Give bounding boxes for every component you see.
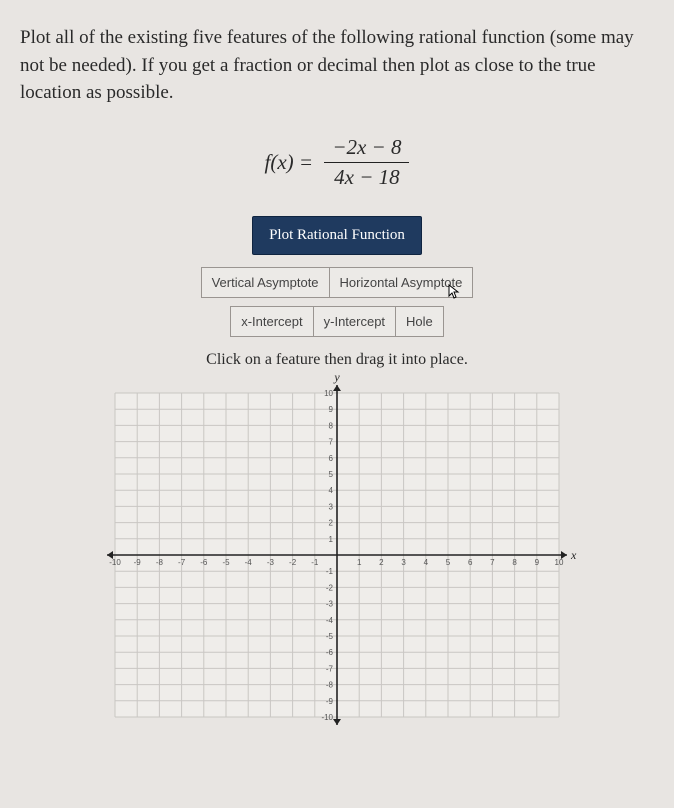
svg-text:-4: -4 [326, 615, 334, 624]
svg-text:7: 7 [490, 558, 495, 567]
svg-text:4: 4 [329, 486, 334, 495]
svg-text:6: 6 [468, 558, 473, 567]
svg-text:-8: -8 [156, 558, 164, 567]
controls-panel: Plot Rational Function Vertical Asymptot… [20, 216, 654, 735]
coordinate-grid[interactable]: -10 -9 -8 -7 -6 -5 -4 -3 -2 -1 1 2 3 4 5 6 7 8 9 10 -10 -9 -8 -… [97, 375, 577, 735]
svg-text:-3: -3 [267, 558, 275, 567]
svg-text:10: 10 [324, 389, 333, 398]
svg-text:8: 8 [512, 558, 517, 567]
svg-text:-6: -6 [326, 648, 334, 657]
svg-text:-6: -6 [200, 558, 208, 567]
svg-text:-10: -10 [321, 713, 333, 722]
problem-text: Plot all of the existing five features o… [20, 24, 654, 107]
svg-text:-1: -1 [311, 558, 319, 567]
equation-lhs: f(x) = [265, 150, 314, 175]
svg-text:x: x [570, 548, 577, 562]
horizontal-asymptote-button[interactable]: Horizontal Asymptote [330, 267, 474, 298]
svg-text:-7: -7 [178, 558, 186, 567]
svg-text:9: 9 [329, 405, 334, 414]
svg-text:-9: -9 [326, 696, 334, 705]
svg-text:2: 2 [379, 558, 384, 567]
x-intercept-button[interactable]: x-Intercept [230, 306, 313, 337]
svg-text:-3: -3 [326, 599, 334, 608]
svg-text:8: 8 [329, 421, 334, 430]
vertical-asymptote-button[interactable]: Vertical Asymptote [201, 267, 330, 298]
feature-button-row-2: x-Intercept y-Intercept Hole [20, 306, 654, 337]
svg-text:3: 3 [329, 502, 334, 511]
equation-numerator: −2x − 8 [324, 135, 409, 163]
svg-text:-2: -2 [326, 583, 334, 592]
svg-text:-5: -5 [222, 558, 230, 567]
svg-text:1: 1 [329, 534, 334, 543]
svg-text:-7: -7 [326, 664, 334, 673]
svg-text:-5: -5 [326, 632, 334, 641]
svg-text:5: 5 [446, 558, 451, 567]
svg-text:7: 7 [329, 437, 334, 446]
svg-text:-10: -10 [109, 558, 121, 567]
svg-text:-2: -2 [289, 558, 297, 567]
instruction-text: Click on a feature then drag it into pla… [20, 351, 654, 369]
equation-denominator: 4x − 18 [324, 163, 409, 190]
svg-text:1: 1 [357, 558, 362, 567]
equation-fraction: −2x − 8 4x − 18 [324, 135, 409, 190]
equation-display: f(x) = −2x − 8 4x − 18 [20, 135, 654, 190]
y-intercept-button[interactable]: y-Intercept [314, 306, 396, 337]
svg-text:6: 6 [329, 453, 334, 462]
plot-rational-function-button[interactable]: Plot Rational Function [252, 216, 422, 255]
svg-text:y: y [333, 375, 340, 384]
svg-text:3: 3 [401, 558, 406, 567]
feature-button-row-1: Vertical Asymptote Horizontal Asymptote [20, 267, 654, 298]
svg-text:2: 2 [329, 518, 334, 527]
svg-text:5: 5 [329, 470, 334, 479]
hole-button[interactable]: Hole [396, 306, 444, 337]
svg-text:10: 10 [555, 558, 564, 567]
horizontal-asymptote-label: Horizontal Asymptote [340, 275, 463, 290]
svg-text:-9: -9 [134, 558, 142, 567]
svg-text:4: 4 [424, 558, 429, 567]
svg-text:9: 9 [535, 558, 540, 567]
svg-text:-8: -8 [326, 680, 334, 689]
svg-text:-1: -1 [326, 567, 334, 576]
svg-text:-4: -4 [245, 558, 253, 567]
